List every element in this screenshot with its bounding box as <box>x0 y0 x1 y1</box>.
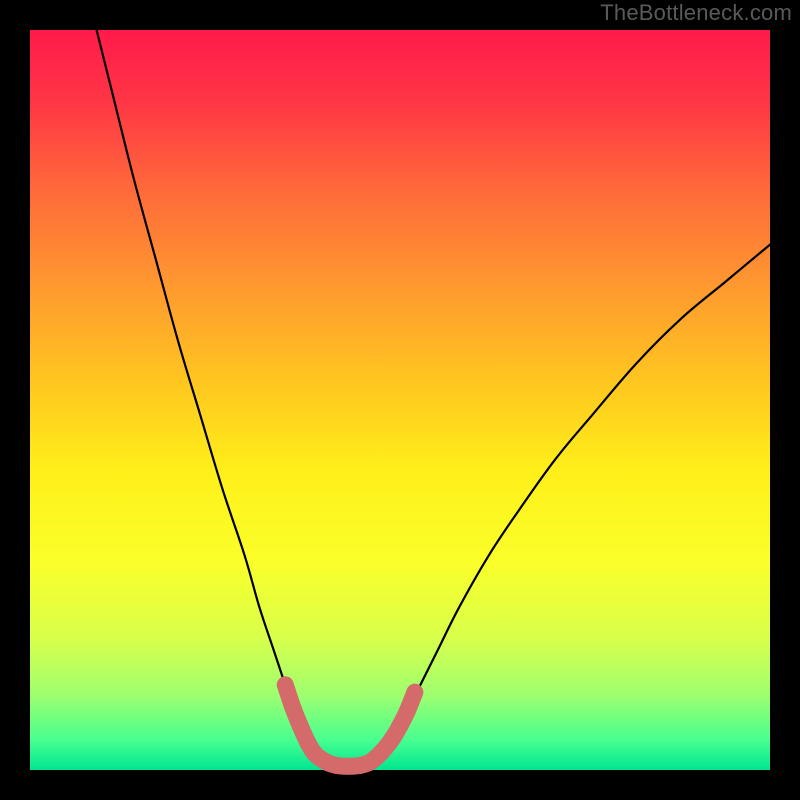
highlight-dot <box>284 699 301 716</box>
plot-background <box>30 30 770 770</box>
highlight-dot <box>406 684 423 701</box>
watermark-label: TheBottleneck.com <box>600 0 792 26</box>
highlight-dot <box>277 676 294 693</box>
highlight-dot <box>292 717 309 734</box>
highlight-dot <box>399 702 416 719</box>
highlight-dot <box>373 744 390 761</box>
chart-container: TheBottleneck.com <box>0 0 800 800</box>
bottleneck-chart <box>0 0 800 800</box>
highlight-dot <box>392 717 409 734</box>
